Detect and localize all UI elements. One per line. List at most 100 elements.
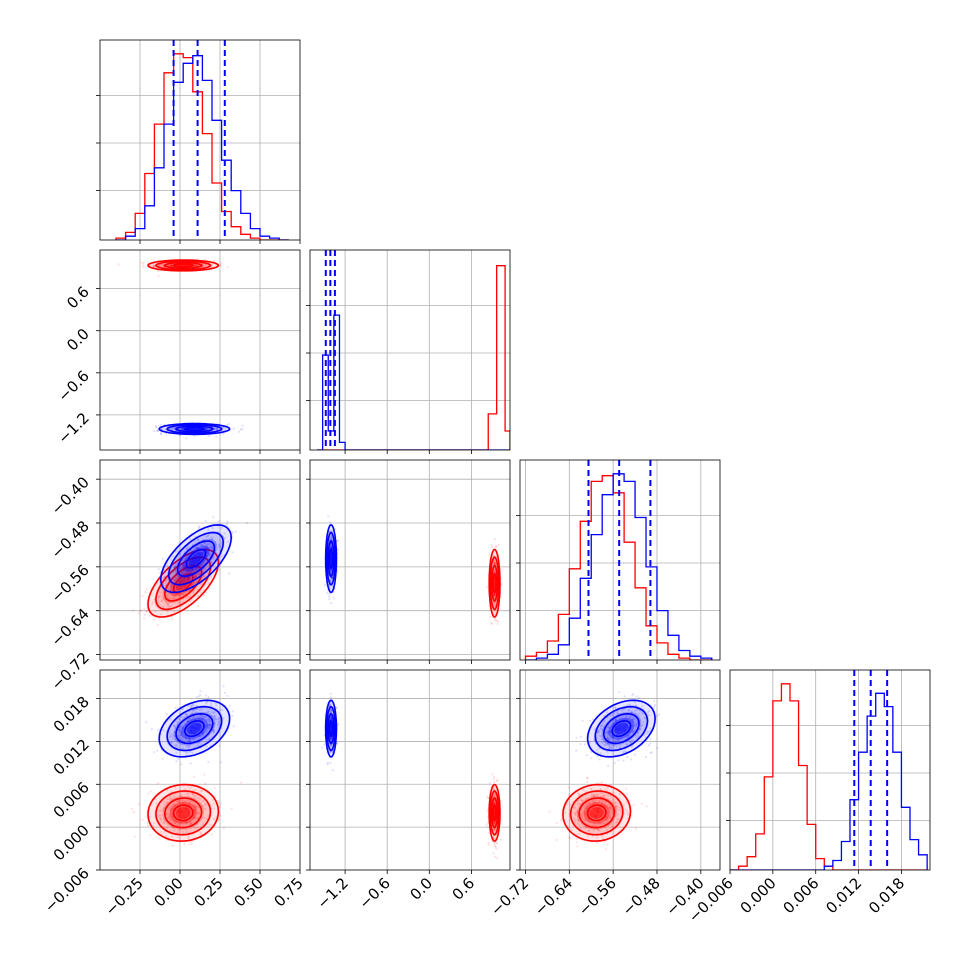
sample-point: [169, 576, 172, 579]
sample-point: [330, 576, 333, 579]
sample-point: [604, 848, 607, 851]
contour-line: [586, 699, 656, 758]
sample-point: [576, 812, 579, 815]
sample-point: [192, 805, 195, 808]
sample-point: [608, 731, 611, 734]
sample-point: [192, 809, 195, 812]
sample-point: [241, 424, 244, 427]
sample-point: [590, 750, 593, 754]
sample-point: [331, 769, 334, 772]
sample-point: [173, 730, 176, 733]
sample-point: [495, 618, 498, 621]
sample-point: [174, 738, 177, 742]
sample-point: [146, 824, 149, 827]
sample-point: [190, 786, 193, 789]
sample-point: [202, 714, 205, 717]
sample-point: [602, 794, 605, 798]
sample-point: [203, 574, 206, 577]
sample-point: [175, 751, 178, 754]
sample-point: [205, 702, 208, 705]
panel-frame: [519, 459, 721, 661]
sample-point: [170, 736, 174, 739]
sample-point: [195, 575, 198, 578]
sample-point: [631, 717, 635, 720]
sample-point: [488, 553, 491, 557]
sample-point: [634, 734, 637, 737]
sample-point: [169, 605, 172, 608]
sample-point: [329, 737, 332, 740]
sample-point: [199, 693, 202, 697]
sample-point: [222, 827, 225, 830]
sample-point: [230, 807, 233, 810]
sample-point: [208, 724, 211, 728]
sample-point: [329, 761, 332, 764]
sample-point: [626, 793, 629, 796]
sample-point: [194, 804, 197, 807]
sample-point: [173, 819, 176, 823]
y-tick-label: −0.56: [48, 561, 93, 606]
contour-line: [328, 548, 334, 569]
sample-point: [210, 560, 213, 563]
sample-point: [614, 805, 618, 808]
sample-point: [599, 788, 602, 791]
sample-point: [614, 719, 617, 722]
sample-point: [606, 736, 609, 739]
sample-point: [628, 716, 631, 719]
contour-line: [492, 804, 497, 822]
sample-point: [587, 797, 590, 800]
sample-point: [641, 711, 644, 714]
sample-point: [193, 811, 196, 814]
sample-point: [228, 704, 231, 708]
sample-point: [499, 838, 503, 841]
sample-point: [199, 714, 203, 717]
sample-point: [172, 804, 175, 807]
sample-point: [212, 516, 215, 519]
sample-point: [190, 705, 193, 708]
sample-point: [165, 812, 168, 815]
sample-point: [201, 731, 205, 734]
sample-point: [171, 585, 174, 588]
sample-point: [188, 738, 191, 741]
sample-point: [607, 738, 611, 741]
sample-point: [497, 544, 500, 547]
sample-point: [147, 792, 150, 795]
sample-point: [632, 730, 635, 733]
sample-point: [189, 762, 192, 765]
sample-point: [169, 604, 173, 608]
sample-point: [143, 607, 146, 610]
sample-point: [615, 711, 618, 714]
sample-point: [172, 598, 175, 601]
sample-point: [637, 734, 640, 737]
sample-point: [588, 829, 591, 832]
sample-point: [493, 609, 496, 612]
sample-point: [203, 807, 206, 810]
sample-point: [191, 583, 194, 586]
sample-point: [181, 802, 184, 805]
sample-point: [203, 773, 206, 776]
sample-point: [634, 712, 637, 715]
sample-point: [189, 800, 192, 803]
x-tick-label: 0.50: [230, 874, 266, 910]
sample-point: [203, 575, 206, 578]
sample-point: [212, 729, 215, 732]
sample-point: [162, 605, 165, 608]
sample-point: [176, 757, 180, 761]
sample-point: [630, 745, 633, 748]
sample-point: [191, 711, 194, 714]
sample-point: [186, 744, 189, 747]
sample-point: [197, 594, 200, 598]
sample-point: [185, 828, 188, 831]
sample-point: [193, 816, 196, 819]
sample-point: [177, 741, 180, 744]
sample-point: [611, 810, 614, 814]
sample-point: [196, 264, 199, 267]
sample-point: [194, 711, 197, 714]
sample-point: [610, 825, 614, 829]
sample-point: [139, 609, 142, 612]
sample-point: [637, 731, 640, 734]
sample-point: [648, 709, 651, 713]
sample-point: [170, 264, 173, 267]
sample-point: [621, 709, 624, 712]
sample-point: [617, 712, 620, 715]
sample-point: [585, 802, 588, 805]
